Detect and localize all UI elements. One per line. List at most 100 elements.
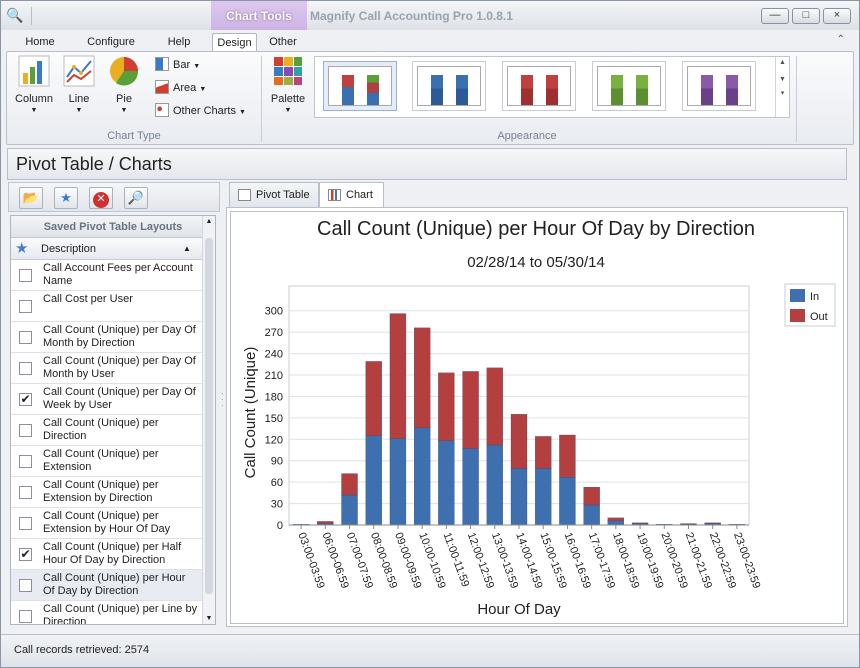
chart-style-blue[interactable] — [412, 61, 486, 111]
tab-chart[interactable]: Chart — [319, 182, 384, 209]
layout-label: Call Count (Unique) per Day Of Month by … — [43, 324, 196, 349]
tab-design[interactable]: Design — [212, 33, 257, 52]
layout-rows: Call Account Fees per Account Name Call C… — [11, 260, 215, 624]
other-charts-label: Other Charts — [173, 105, 236, 117]
magnify-icon[interactable]: 🔍 — [6, 7, 24, 23]
list-item[interactable]: Call Count (Unique) per Line by Directio… — [11, 601, 215, 624]
bar-in — [389, 438, 407, 526]
layout-checkbox[interactable] — [19, 331, 32, 344]
list-item[interactable]: Call Account Fees per Account Name — [11, 260, 215, 291]
scroll-down-icon[interactable]: ▼ — [779, 76, 786, 83]
list-item[interactable]: Call Count (Unique) per Extension by Dir… — [11, 477, 215, 508]
group-separator — [796, 56, 797, 142]
chart-tab-label: Chart — [346, 189, 373, 201]
line-chart-button[interactable]: Line ▼ — [58, 55, 100, 115]
scroll-up-icon[interactable]: ▲ — [205, 218, 213, 225]
scroll-up-icon[interactable]: ▲ — [779, 59, 786, 66]
y-tick-label: 210 — [265, 370, 283, 382]
bar-out — [438, 372, 455, 441]
favorite-button[interactable]: ★ — [54, 187, 78, 209]
star-icon: ★ — [60, 190, 72, 205]
tab-other[interactable]: Other — [269, 36, 297, 48]
collapse-ribbon-icon[interactable]: ⌃ — [836, 34, 845, 45]
tab-pivot-table[interactable]: Pivot Table — [229, 182, 319, 207]
area-chart-button[interactable]: Area ▼ — [155, 79, 206, 97]
list-item[interactable]: Call Count (Unique) per Day Of Month by … — [11, 353, 215, 384]
gallery-scrollbar[interactable]: ▲ ▼ ▾ — [775, 57, 789, 117]
chevron-down-icon: ▼ — [30, 107, 38, 114]
layout-checkbox[interactable] — [19, 517, 32, 530]
scroll-thumb[interactable] — [205, 238, 213, 594]
layout-checkbox[interactable] — [19, 300, 32, 313]
bar-in — [486, 444, 503, 526]
layout-checkbox[interactable] — [19, 424, 32, 437]
y-tick-label: 150 — [265, 413, 283, 425]
layout-checkbox[interactable] — [19, 362, 32, 375]
chart-icon — [328, 189, 341, 201]
delete-button[interactable]: ✕ — [89, 187, 113, 209]
layout-checkbox[interactable] — [19, 486, 32, 499]
bar-in — [365, 435, 382, 526]
area-chart-icon — [155, 80, 169, 94]
pie-chart-button[interactable]: Pie ▼ — [103, 55, 145, 115]
list-item[interactable]: Call Count (Unique) per Hour Of Day by D… — [11, 570, 215, 601]
bar-chart-button[interactable]: Bar ▼ — [155, 56, 200, 74]
chart-style-red[interactable] — [502, 61, 576, 111]
tab-help[interactable]: Help — [167, 36, 191, 48]
y-tick-label: 90 — [271, 456, 283, 468]
list-item[interactable]: Call Count (Unique) per Day Of Month by … — [11, 322, 215, 353]
palette-button[interactable]: Palette ▼ — [266, 55, 310, 115]
star-icon: ★ — [15, 240, 29, 257]
bar-in — [559, 476, 576, 526]
chevron-down-icon: ▼ — [120, 107, 128, 114]
bar-in — [341, 494, 358, 526]
y-tick-label: 300 — [265, 306, 283, 318]
layout-checkbox[interactable]: ✔ — [19, 392, 32, 406]
layout-checkbox[interactable] — [19, 579, 32, 592]
layout-label: Call Account Fees per Account Name — [43, 262, 193, 287]
chevron-down-icon: ▼ — [239, 109, 246, 116]
layout-checkbox[interactable] — [19, 269, 32, 282]
tab-configure[interactable]: Configure — [87, 36, 135, 48]
open-folder-button[interactable]: 📂 — [19, 187, 43, 209]
chart-style-purple[interactable] — [682, 61, 756, 111]
saved-layouts-panel: 📂 ★ ✕ 🔎 Saved Pivot Table Layouts ★ Desc… — [8, 182, 220, 627]
list-scrollbar[interactable]: ▲ ▼ — [202, 216, 215, 624]
list-item[interactable]: Call Cost per User — [11, 291, 215, 322]
layout-checkbox[interactable] — [19, 455, 32, 468]
column-chart-button[interactable]: Column ▼ — [13, 55, 55, 115]
bar-in — [414, 427, 431, 526]
scroll-down-icon[interactable]: ▼ — [205, 615, 213, 622]
chart-style-mixed[interactable] — [323, 61, 397, 111]
panel-splitter[interactable]: · · · — [221, 389, 224, 410]
maximize-button[interactable]: □ — [792, 8, 820, 24]
list-item[interactable]: Call Count (Unique) per Extension by Hou… — [11, 508, 215, 539]
layout-checkbox[interactable] — [19, 610, 32, 623]
gallery-expand-icon[interactable]: ▾ — [780, 90, 785, 97]
list-item[interactable]: Call Count (Unique) per Extension — [11, 446, 215, 477]
ribbon-panel: Column ▼ Line ▼ Pie ▼ Bar ▼ — [6, 51, 854, 145]
list-item[interactable]: Call Count (Unique) per Direction — [11, 415, 215, 446]
layout-checkbox[interactable]: ✔ — [19, 547, 32, 561]
bar-out — [583, 486, 600, 506]
list-item[interactable]: ✔ Call Count (Unique) per Half Hour Of Da… — [11, 539, 215, 570]
appearance-group-label: Appearance — [497, 130, 557, 142]
find-button[interactable]: 🔎 — [124, 187, 148, 209]
list-title: Saved Pivot Table Layouts — [11, 216, 215, 238]
close-button[interactable]: × — [823, 8, 851, 24]
pie-chart-icon — [110, 57, 139, 86]
bar-out — [341, 473, 358, 496]
minimize-button[interactable]: — — [761, 8, 789, 24]
y-tick-label: 0 — [277, 520, 283, 532]
chart-style-green[interactable] — [592, 61, 666, 111]
layout-label: Call Count (Unique) per Direction — [43, 417, 159, 442]
legend-swatch-in — [790, 289, 805, 302]
chart-subtitle: 02/28/14 to 05/30/14 — [467, 254, 605, 271]
tab-home[interactable]: Home — [25, 36, 55, 48]
list-item[interactable]: ✔ Call Count (Unique) per Day Of Week by … — [11, 384, 215, 415]
description-column-header[interactable]: ★ Description ▲ — [11, 238, 215, 260]
palette-label: Palette — [270, 93, 306, 105]
y-axis-label: Call Count (Unique) — [242, 347, 259, 479]
binoculars-icon: 🔎 — [127, 190, 145, 205]
other-charts-button[interactable]: Other Charts ▼ — [155, 102, 246, 120]
